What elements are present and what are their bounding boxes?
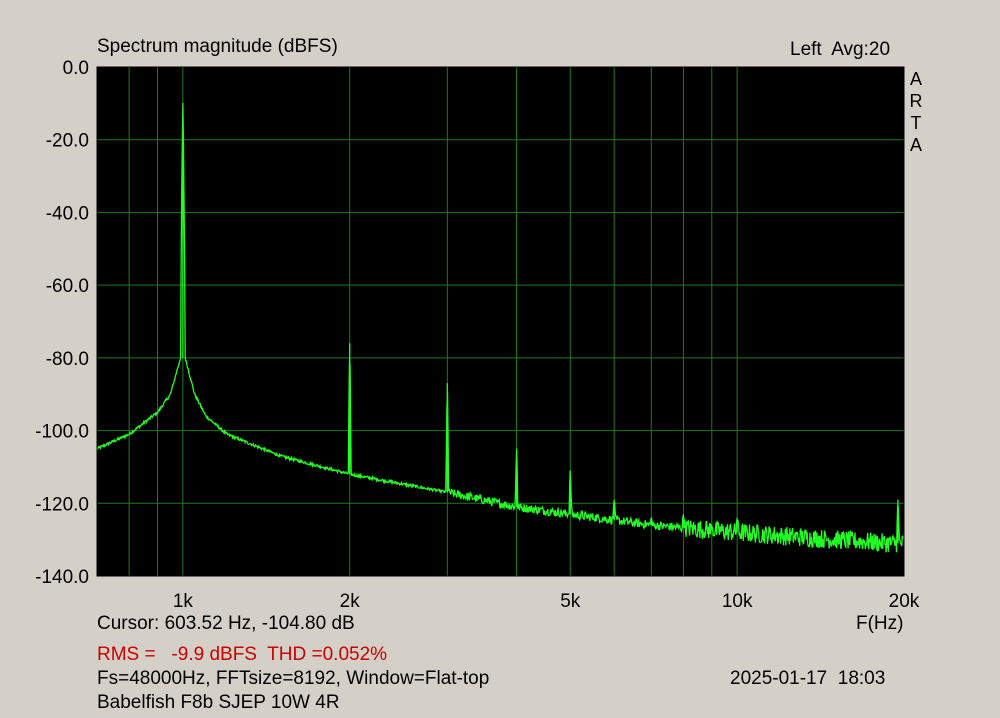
brand-letter: T xyxy=(910,113,922,133)
y-tick-label: -40.0 xyxy=(46,203,89,224)
brand-letter: R xyxy=(909,91,923,111)
y-tick-label: -20.0 xyxy=(46,131,89,152)
spectrum-trace xyxy=(96,103,905,553)
plot-area[interactable] xyxy=(97,67,904,576)
measurement-datetime: 2025-01-17 18:03 xyxy=(730,668,886,689)
y-tick-label: -80.0 xyxy=(46,349,89,370)
device-name: Babelfish F8b SJEP 10W 4R xyxy=(97,692,340,713)
x-tick-labels: 1k 2k 5k 10k 20k xyxy=(173,591,920,612)
arta-brand-label: A R T A xyxy=(908,68,924,156)
y-tick-label: -140.0 xyxy=(35,567,89,588)
x-tick-label: 1k xyxy=(173,591,194,612)
channel-average-label: Left Avg:20 xyxy=(790,39,891,60)
chart-title: Spectrum magnitude (dBFS) xyxy=(97,36,338,57)
y-tick-label: -100.0 xyxy=(35,422,89,443)
y-tick-label: 0.0 xyxy=(63,58,89,79)
y-tick-label: -120.0 xyxy=(35,494,89,515)
y-tick-labels: 0.0 -20.0 -40.0 -60.0 -80.0 -100.0 -120.0 -140.… xyxy=(35,58,89,588)
x-tick-label: 5k xyxy=(560,591,581,612)
cursor-readout: Cursor: 603.52 Hz, -104.80 dB xyxy=(97,613,355,634)
x-tick-label: 2k xyxy=(340,591,361,612)
brand-letter: A xyxy=(909,135,922,155)
x-axis-label: F(Hz) xyxy=(856,613,904,634)
fft-settings-info: Fs=48000Hz, FFTsize=8192, Window=Flat-to… xyxy=(97,668,490,689)
plot-border xyxy=(96,66,905,577)
y-tick-label: -60.0 xyxy=(46,276,89,297)
x-tick-label: 10k xyxy=(722,591,753,612)
brand-letter: A xyxy=(909,69,922,89)
rms-thd-readout: RMS = -9.9 dBFS THD =0.052% xyxy=(97,644,388,665)
x-tick-label: 20k xyxy=(889,591,920,612)
